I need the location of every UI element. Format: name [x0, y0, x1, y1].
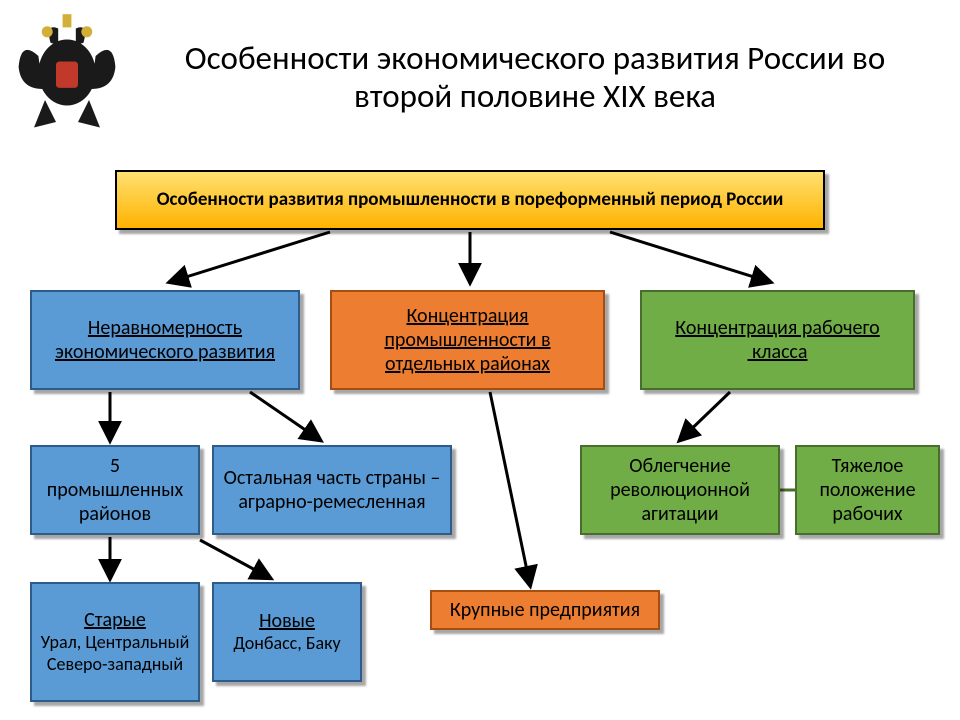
root-label: Особенности развития промышленности в по… — [157, 189, 784, 212]
root-box: Особенности развития промышленности в по… — [115, 170, 825, 230]
blue-child-1: Остальная часть страны – аграрно-ремесле… — [212, 445, 452, 535]
page-title: Особенности экономического развития Росс… — [160, 40, 910, 116]
blue-child-0: 5 промышленных районов — [30, 445, 200, 535]
green-child-0: Облегчение революционной агитации — [580, 445, 780, 535]
russian-emblem — [12, 12, 122, 122]
level1-1: Концентрация промышленности в отдельных … — [330, 290, 605, 390]
green-child-1: Тяжелое положение рабочих — [795, 445, 940, 535]
level1-2: Концентрация рабочего класса — [640, 290, 915, 390]
orange-child: Крупные предприятия — [430, 590, 660, 630]
blue-grand-0: СтарыеУрал, Центральный Северо-западный — [30, 582, 200, 702]
blue-grand-1: НовыеДонбасс, Баку — [212, 582, 362, 682]
level1-0: Неравномерность экономического развития — [30, 290, 300, 390]
